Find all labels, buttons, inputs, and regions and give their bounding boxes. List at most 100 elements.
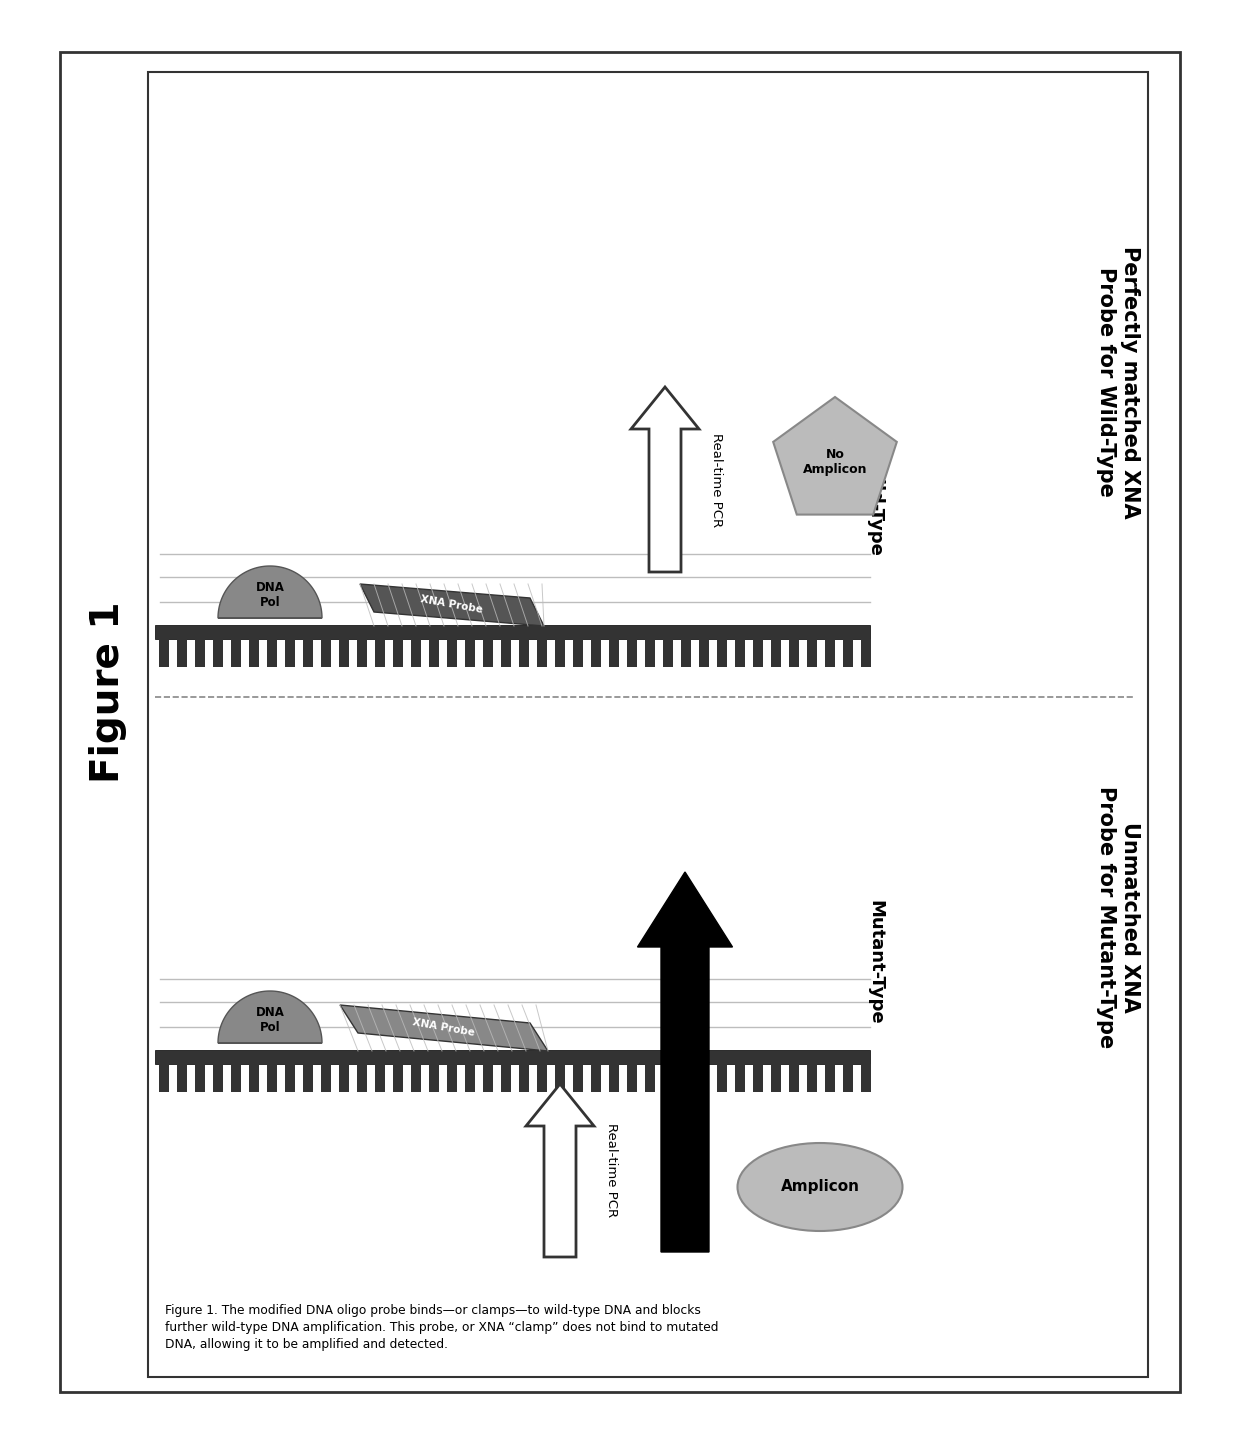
Bar (357, 1064, 367, 1092)
Bar (807, 639, 817, 666)
Bar (663, 1064, 673, 1092)
Bar (429, 1064, 439, 1092)
Bar (663, 639, 673, 666)
FancyBboxPatch shape (60, 52, 1180, 1392)
Polygon shape (340, 1005, 548, 1051)
Bar (303, 1064, 312, 1092)
Bar (843, 1064, 853, 1092)
Bar (339, 1064, 348, 1092)
Bar (501, 1064, 511, 1092)
Bar (374, 639, 384, 666)
Bar (520, 1064, 529, 1092)
Bar (825, 1064, 835, 1092)
Text: Figure 1. The modified DNA oligo probe binds—or clamps—to wild-type DNA and bloc: Figure 1. The modified DNA oligo probe b… (165, 1304, 718, 1350)
Bar (155, 1050, 870, 1064)
Bar (556, 1064, 565, 1092)
Text: Real-time PCR: Real-time PCR (605, 1122, 618, 1217)
Bar (410, 639, 422, 666)
Bar (267, 639, 277, 666)
Bar (735, 1064, 745, 1092)
Bar (861, 1064, 870, 1092)
Bar (807, 1064, 817, 1092)
Bar (267, 1064, 277, 1092)
Bar (681, 1064, 691, 1092)
Bar (573, 1064, 583, 1092)
Bar (374, 1064, 384, 1092)
Bar (465, 639, 475, 666)
Bar (446, 639, 458, 666)
Bar (771, 1064, 781, 1092)
Bar (609, 1064, 619, 1092)
Polygon shape (360, 584, 544, 626)
Bar (429, 639, 439, 666)
Bar (339, 639, 348, 666)
Bar (573, 639, 583, 666)
Text: DNA
Pol: DNA Pol (255, 581, 284, 608)
Bar (735, 639, 745, 666)
Bar (609, 639, 619, 666)
Bar (393, 639, 403, 666)
Bar (249, 639, 259, 666)
Text: Wild-Type: Wild-Type (866, 459, 884, 556)
FancyArrow shape (631, 388, 699, 572)
Bar (410, 1064, 422, 1092)
Bar (591, 1064, 601, 1092)
Bar (177, 1064, 187, 1092)
Text: XNA Probe: XNA Probe (420, 595, 484, 616)
Bar (717, 1064, 727, 1092)
Bar (645, 1064, 655, 1092)
Bar (321, 639, 331, 666)
Bar (303, 639, 312, 666)
Bar (465, 1064, 475, 1092)
Text: Perfectly matched XNA
Probe for Wild-Type: Perfectly matched XNA Probe for Wild-Typ… (1096, 245, 1140, 518)
Bar (771, 639, 781, 666)
FancyArrow shape (526, 1085, 594, 1257)
Bar (520, 639, 529, 666)
Text: Unmatched XNA
Probe for Mutant-Type: Unmatched XNA Probe for Mutant-Type (1096, 786, 1140, 1048)
Bar (681, 639, 691, 666)
Bar (825, 639, 835, 666)
Bar (789, 1064, 799, 1092)
Bar (321, 1064, 331, 1092)
Bar (484, 1064, 494, 1092)
Bar (177, 639, 187, 666)
Bar (195, 639, 205, 666)
Bar (231, 639, 241, 666)
Bar (249, 1064, 259, 1092)
Bar (753, 1064, 763, 1092)
Bar (159, 1064, 169, 1092)
Bar (699, 639, 709, 666)
Bar (717, 639, 727, 666)
Polygon shape (218, 566, 322, 619)
Bar (484, 639, 494, 666)
Text: Figure 1: Figure 1 (89, 601, 126, 783)
Text: Mutant-Type: Mutant-Type (866, 900, 884, 1024)
Ellipse shape (738, 1143, 903, 1231)
FancyBboxPatch shape (148, 73, 1148, 1376)
Text: XNA Probe: XNA Probe (412, 1018, 476, 1038)
Bar (753, 639, 763, 666)
Bar (537, 639, 547, 666)
Bar (861, 639, 870, 666)
Bar (155, 624, 870, 639)
Bar (231, 1064, 241, 1092)
Bar (591, 639, 601, 666)
Text: No
Amplicon: No Amplicon (802, 449, 867, 476)
Bar (195, 1064, 205, 1092)
Bar (285, 1064, 295, 1092)
Bar (213, 639, 223, 666)
Polygon shape (774, 396, 897, 514)
Bar (393, 1064, 403, 1092)
Bar (159, 639, 169, 666)
Text: Amplicon: Amplicon (780, 1179, 859, 1195)
Bar (699, 1064, 709, 1092)
Text: Real-time PCR: Real-time PCR (711, 433, 723, 527)
Bar (285, 639, 295, 666)
Bar (627, 639, 637, 666)
Text: DNA
Pol: DNA Pol (255, 1006, 284, 1034)
Bar (501, 639, 511, 666)
Bar (843, 639, 853, 666)
Bar (357, 639, 367, 666)
Bar (446, 1064, 458, 1092)
Bar (213, 1064, 223, 1092)
